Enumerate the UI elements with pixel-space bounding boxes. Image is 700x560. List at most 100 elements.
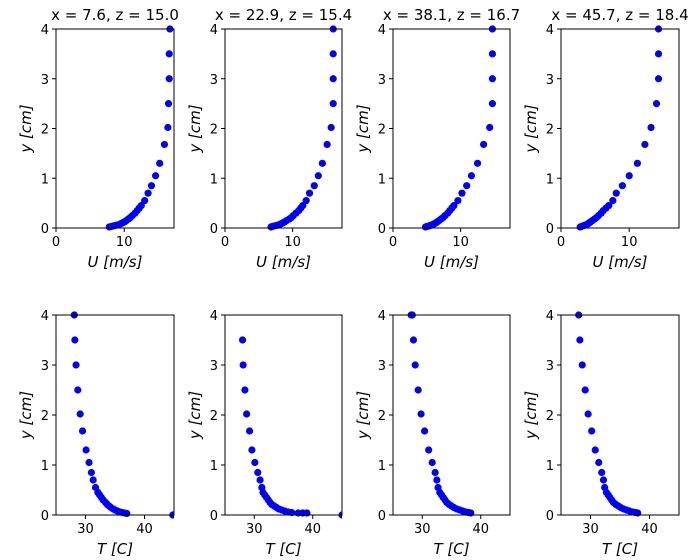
- y-tick-label: 0: [378, 222, 386, 237]
- y-tick-label: 0: [210, 509, 218, 524]
- data-point: [78, 427, 87, 435]
- data-point: [433, 476, 441, 484]
- data-point: [76, 410, 84, 418]
- y-tick-label: 3: [41, 359, 49, 374]
- data-points: [105, 25, 174, 231]
- x-tick-label: 30: [246, 522, 263, 537]
- subplot-title: x = 45.7, z = 18.4: [551, 6, 688, 24]
- y-axis-label: y [cm]: [522, 104, 540, 153]
- data-point: [165, 75, 173, 83]
- y-tick-label: 1: [210, 172, 218, 187]
- data-point: [463, 182, 471, 190]
- data-point: [72, 361, 80, 369]
- x-tick-label: 0: [557, 235, 565, 250]
- x-axis-label: T [C]: [97, 540, 133, 558]
- data-point: [609, 197, 617, 205]
- y-tick-label: 3: [546, 73, 554, 88]
- data-point: [144, 189, 152, 197]
- data-points: [70, 311, 174, 519]
- data-point: [151, 172, 160, 180]
- data-point: [480, 140, 488, 149]
- data-point: [245, 427, 254, 435]
- data-point: [323, 140, 331, 149]
- data-point: [647, 123, 655, 132]
- y-tick-label: 3: [546, 359, 554, 374]
- y-tick-label: 4: [378, 309, 386, 324]
- data-point: [85, 458, 93, 467]
- data-point: [641, 140, 649, 149]
- y-axis-label: y [cm]: [186, 104, 204, 153]
- data-point: [431, 468, 439, 477]
- data-point: [486, 123, 494, 132]
- data-point: [82, 446, 90, 454]
- data-point: [256, 476, 264, 484]
- subplot-1: 0 1 2 3 4 0 10 U [m/s] y [cm] x = 7.6, z = 15.0: [17, 6, 179, 271]
- data-point: [581, 386, 589, 394]
- data-point: [601, 483, 609, 492]
- axes-frame: [55, 314, 175, 516]
- x-tick-label: 10: [452, 235, 469, 250]
- data-point: [633, 159, 641, 167]
- axes-frame: [224, 28, 343, 229]
- data-point: [576, 336, 584, 344]
- y-tick-label: 1: [546, 172, 554, 187]
- data-point: [294, 509, 302, 517]
- data-point: [595, 458, 603, 467]
- y-tick-label: 0: [546, 509, 554, 524]
- data-point: [591, 446, 599, 454]
- data-points: [267, 25, 337, 231]
- data-point: [241, 386, 249, 394]
- data-point: [625, 172, 633, 180]
- x-tick-label: 30: [582, 522, 599, 537]
- data-point: [243, 410, 251, 418]
- data-point: [165, 50, 173, 58]
- data-point: [329, 75, 337, 83]
- x-axis-label: T [C]: [265, 540, 301, 558]
- x-tick-label: 10: [116, 235, 133, 250]
- data-points: [421, 25, 497, 231]
- data-point: [654, 50, 663, 58]
- data-point: [434, 483, 442, 492]
- x-tick-label: 40: [641, 522, 658, 537]
- y-tick-label: 4: [546, 309, 554, 324]
- data-points: [238, 336, 342, 519]
- y-axis-label: y [cm]: [186, 391, 204, 440]
- y-tick-label: 2: [378, 409, 386, 424]
- subplot-5: 0 1 2 3 4 30 40T [C] y [cm]: [17, 309, 175, 558]
- data-point: [258, 483, 266, 492]
- y-tick-label: 1: [210, 459, 218, 474]
- y-tick-label: 0: [41, 222, 49, 237]
- y-tick-label: 3: [210, 73, 218, 88]
- data-point: [87, 468, 95, 477]
- data-point: [417, 410, 425, 418]
- subplot-8: 0 1 2 3 4 30 40T [C] y [cm]: [522, 309, 680, 558]
- x-tick-label: 30: [414, 522, 431, 537]
- y-tick-label: 2: [546, 123, 554, 138]
- subplot-title: x = 22.9, z = 15.4: [215, 6, 352, 24]
- data-point: [584, 410, 592, 418]
- y-tick-label: 2: [41, 409, 49, 424]
- data-point: [488, 50, 497, 58]
- data-point: [488, 75, 497, 83]
- data-point: [454, 197, 462, 205]
- x-axis-label: T [C]: [433, 540, 469, 558]
- data-point: [318, 159, 326, 167]
- y-tick-label: 1: [546, 459, 554, 474]
- data-point: [618, 182, 626, 190]
- data-point: [654, 75, 663, 83]
- y-tick-label: 4: [210, 309, 218, 324]
- y-tick-label: 4: [378, 23, 386, 38]
- data-point: [428, 458, 436, 467]
- data-point: [141, 197, 149, 205]
- y-tick-label: 1: [378, 459, 386, 474]
- x-tick-label: 30: [77, 522, 94, 537]
- y-tick-label: 0: [546, 222, 554, 237]
- data-point: [71, 336, 79, 344]
- data-point: [327, 123, 335, 132]
- subplot-title: x = 7.6, z = 15.0: [51, 6, 179, 24]
- x-tick-label: 0: [221, 235, 229, 250]
- data-point: [599, 476, 608, 484]
- data-point: [329, 50, 337, 58]
- data-point: [425, 446, 433, 454]
